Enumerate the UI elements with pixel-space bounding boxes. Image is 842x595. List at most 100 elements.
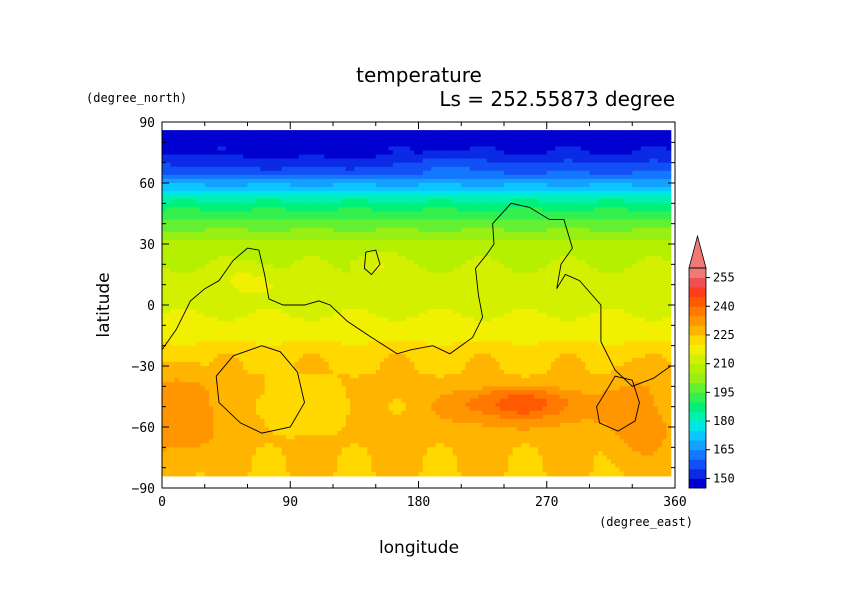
heat-cell xyxy=(380,223,385,229)
heat-cell xyxy=(405,203,411,208)
heat-cell xyxy=(367,178,373,184)
heat-cell xyxy=(358,203,364,208)
heat-cell xyxy=(486,280,492,286)
heat-cell xyxy=(226,288,232,294)
heat-cell xyxy=(589,187,595,192)
heat-cell xyxy=(469,170,475,176)
heat-cell xyxy=(491,154,497,160)
heat-cell xyxy=(358,170,364,176)
heat-cell xyxy=(598,183,603,188)
heat-cell xyxy=(478,203,484,208)
heat-cell xyxy=(563,235,569,241)
heat-cell xyxy=(174,239,180,245)
heat-cell xyxy=(243,174,249,180)
heat-cell xyxy=(273,252,279,257)
heat-cell xyxy=(469,260,475,265)
heat-cell xyxy=(649,215,655,221)
heat-cell xyxy=(465,199,471,204)
heat-cell xyxy=(166,174,172,180)
heat-cell xyxy=(380,158,385,164)
heat-cell xyxy=(525,162,531,168)
heat-cell xyxy=(303,187,308,192)
heat-cell xyxy=(162,227,167,233)
heat-cell xyxy=(427,203,432,208)
heat-cell xyxy=(645,219,650,225)
heat-cell xyxy=(469,276,475,282)
heat-cell xyxy=(345,207,351,213)
heat-cell xyxy=(311,227,317,233)
heat-cell xyxy=(414,231,420,237)
heat-cell xyxy=(529,162,535,168)
heat-cell xyxy=(362,260,368,265)
heat-cell xyxy=(580,280,586,286)
heat-cell xyxy=(533,130,539,135)
heat-cell xyxy=(405,280,411,286)
heat-cell xyxy=(401,248,407,253)
heat-cell xyxy=(525,142,531,147)
heat-cell xyxy=(260,219,266,225)
heat-cell xyxy=(170,154,176,160)
heat-cell xyxy=(615,150,621,156)
heat-cell xyxy=(422,142,428,147)
heat-cell xyxy=(375,207,381,213)
heat-cell xyxy=(666,256,672,261)
heat-cell xyxy=(431,288,437,294)
heat-cell xyxy=(384,292,390,298)
heat-cell xyxy=(251,162,257,168)
heat-cell xyxy=(482,178,488,184)
heat-cell xyxy=(610,256,616,261)
heat-cell xyxy=(226,296,232,302)
heat-cell xyxy=(619,296,625,302)
heat-cell xyxy=(529,272,535,278)
heat-cell xyxy=(662,142,668,147)
heat-cell xyxy=(392,154,398,160)
heat-cell xyxy=(538,203,544,208)
heat-cell xyxy=(499,174,505,180)
heat-cell xyxy=(162,146,167,152)
heat-cell xyxy=(397,231,402,237)
heat-cell xyxy=(469,162,475,168)
heat-cell xyxy=(217,166,223,172)
heat-cell xyxy=(632,292,638,298)
heat-cell xyxy=(615,211,621,217)
heat-cell xyxy=(221,288,227,294)
heat-cell xyxy=(303,207,308,213)
heat-cell xyxy=(409,256,415,261)
heat-cell xyxy=(593,191,599,196)
heat-cell xyxy=(384,195,390,200)
heat-cell xyxy=(533,248,539,253)
heat-cell xyxy=(166,248,172,253)
heat-cell xyxy=(401,296,407,302)
heat-cell xyxy=(533,284,539,290)
heat-cell xyxy=(273,239,279,245)
heat-cell xyxy=(414,199,420,204)
heat-cell xyxy=(474,248,479,253)
heat-cell xyxy=(179,215,184,221)
heat-cell xyxy=(615,195,621,200)
heat-cell xyxy=(645,170,650,176)
heat-cell xyxy=(183,138,189,143)
heat-cell xyxy=(221,187,227,192)
heat-cell xyxy=(281,292,287,298)
heat-cell xyxy=(533,272,539,278)
heat-cell xyxy=(619,195,625,200)
heat-cell xyxy=(273,292,279,298)
heat-cell xyxy=(285,178,291,184)
heat-cell xyxy=(525,239,531,245)
heat-cell xyxy=(256,244,261,249)
heat-cell xyxy=(324,223,330,229)
heat-cell xyxy=(303,178,308,184)
heat-cell xyxy=(542,154,548,160)
heat-cell xyxy=(593,264,599,269)
heat-cell xyxy=(315,256,321,261)
heat-cell xyxy=(589,223,595,229)
heat-cell xyxy=(585,296,591,302)
heat-cell xyxy=(264,235,270,241)
heat-cell xyxy=(268,178,274,184)
heat-cell xyxy=(546,280,552,286)
heat-cell xyxy=(508,223,514,229)
heat-cell xyxy=(427,158,432,164)
heat-cell xyxy=(281,211,287,217)
heat-cell xyxy=(281,248,287,253)
heat-cell xyxy=(217,264,223,269)
